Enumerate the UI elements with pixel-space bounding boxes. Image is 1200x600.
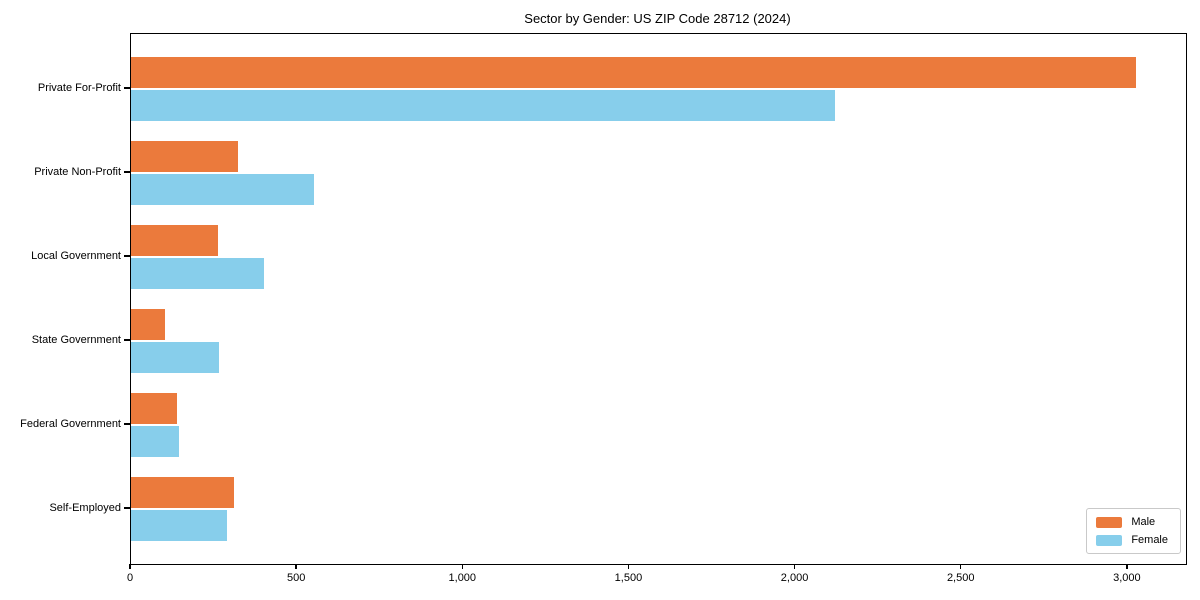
legend-entry-female: Female: [1096, 534, 1168, 546]
y-tick-private-non-profit: [124, 171, 130, 173]
x-label-2500: 2,500: [946, 572, 975, 584]
bar-male-federal-government: [131, 393, 177, 424]
legend-entry-male: Male: [1096, 516, 1168, 528]
y-tick-self-employed: [124, 507, 130, 509]
x-label-1500: 1,500: [614, 572, 643, 584]
y-label-self-employed: Self-Employed: [49, 502, 121, 514]
bar-male-local-government: [131, 225, 218, 256]
x-tick-0: [129, 564, 131, 570]
bar-female-federal-government: [131, 426, 180, 457]
x-tick-3000: [1126, 564, 1128, 570]
y-label-local-government: Local Government: [31, 250, 121, 262]
y-tick-state-government: [124, 339, 130, 341]
x-label-1000: 1,000: [448, 572, 477, 584]
y-label-federal-government: Federal Government: [20, 418, 121, 430]
x-tick-500: [295, 564, 297, 570]
y-label-state-government: State Government: [31, 334, 121, 346]
x-label-2000: 2,000: [780, 572, 809, 584]
y-tick-local-government: [124, 255, 130, 257]
x-tick-1500: [627, 564, 630, 570]
y-tick-federal-government: [124, 423, 130, 425]
y-tick-private-for-profit: [124, 87, 130, 89]
bar-female-state-government: [131, 342, 219, 373]
bar-female-private-non-profit: [131, 174, 314, 205]
bar-female-self-employed: [131, 510, 227, 541]
bar-male-private-for-profit: [131, 57, 1137, 88]
bar-male-private-non-profit: [131, 141, 239, 172]
x-tick-2000: [793, 564, 796, 570]
bar-male-state-government: [131, 309, 166, 340]
legend-swatch-female: [1096, 534, 1123, 546]
bar-male-self-employed: [131, 477, 235, 508]
y-label-private-non-profit: Private Non-Profit: [34, 166, 121, 178]
chart-title: Sector by Gender: US ZIP Code 28712 (202…: [524, 11, 791, 26]
x-label-3000: 3,000: [1113, 572, 1141, 584]
bar-female-local-government: [131, 258, 265, 289]
x-label-500: 500: [286, 572, 306, 584]
x-tick-1000: [461, 564, 463, 570]
legend-swatch-male: [1096, 516, 1123, 528]
x-tick-2500: [960, 564, 962, 570]
x-label-0: 0: [126, 572, 134, 584]
legend-label-female: Female: [1131, 534, 1168, 546]
bar-female-private-for-profit: [131, 90, 836, 121]
plot-area: [130, 33, 1187, 565]
legend: Male Female: [1086, 508, 1181, 554]
legend-label-male: Male: [1131, 516, 1156, 528]
y-label-private-for-profit: Private For-Profit: [37, 82, 121, 94]
